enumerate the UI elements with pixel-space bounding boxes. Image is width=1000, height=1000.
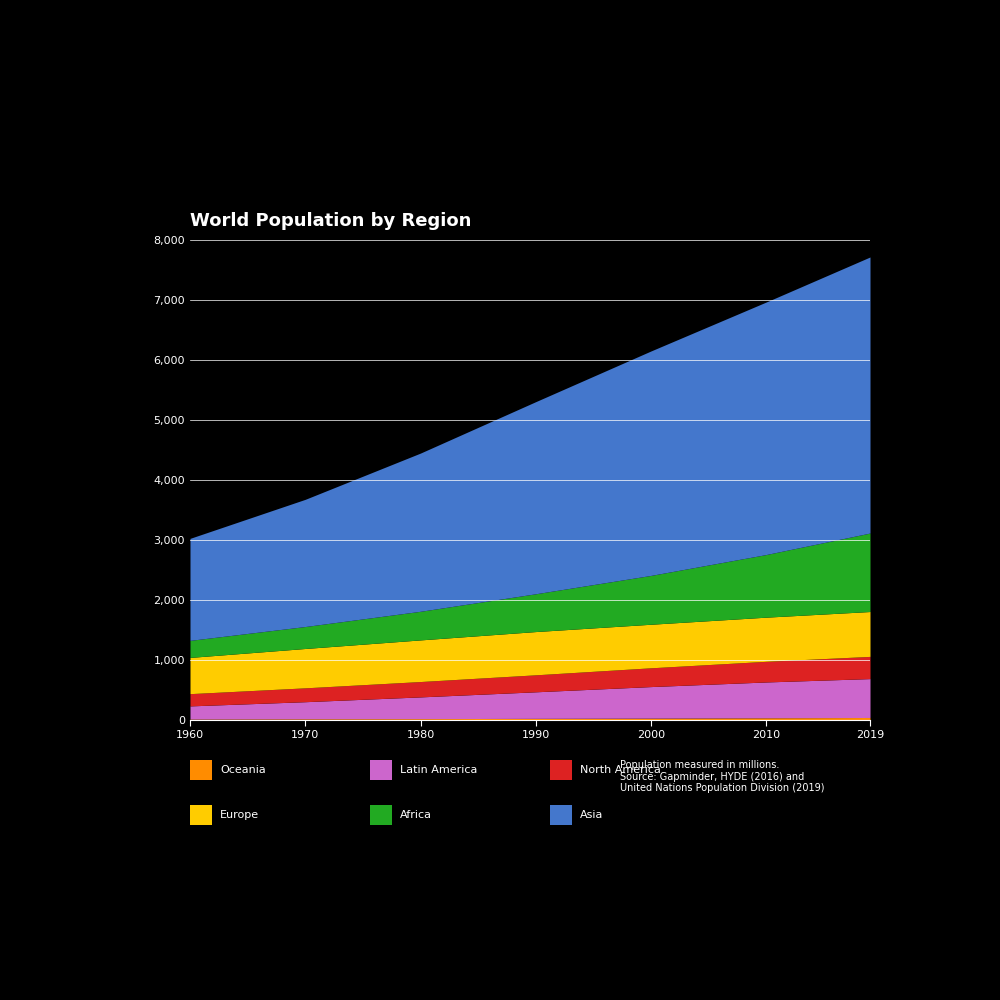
Text: North America: North America [580,765,661,775]
Text: Oceania: Oceania [220,765,266,775]
Text: Latin America: Latin America [400,765,477,775]
Text: World Population by Region: World Population by Region [190,212,471,230]
Text: Europe: Europe [220,810,259,820]
Text: Asia: Asia [580,810,603,820]
Text: Population measured in millions.
Source: Gapminder, HYDE (2016) and
United Natio: Population measured in millions. Source:… [620,760,824,793]
Text: Africa: Africa [400,810,432,820]
